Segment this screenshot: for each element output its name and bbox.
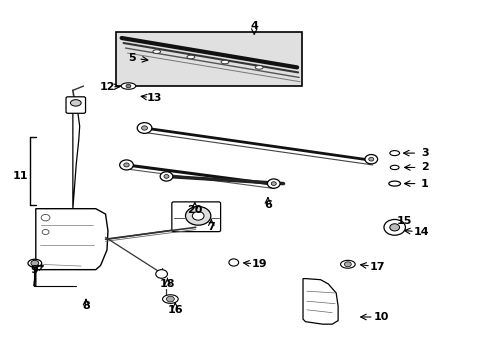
Bar bbox=[116, 32, 302, 86]
Circle shape bbox=[156, 270, 167, 278]
Text: 11: 11 bbox=[12, 171, 28, 181]
FancyBboxPatch shape bbox=[66, 97, 85, 113]
FancyBboxPatch shape bbox=[171, 202, 220, 231]
Ellipse shape bbox=[153, 50, 160, 53]
Text: 4: 4 bbox=[250, 21, 258, 31]
Ellipse shape bbox=[70, 100, 81, 106]
Text: 6: 6 bbox=[264, 200, 271, 210]
Ellipse shape bbox=[28, 259, 41, 267]
Text: 16: 16 bbox=[167, 305, 183, 315]
Text: 7: 7 bbox=[207, 222, 215, 232]
Ellipse shape bbox=[162, 295, 178, 303]
Ellipse shape bbox=[389, 165, 398, 170]
Circle shape bbox=[271, 182, 276, 185]
Ellipse shape bbox=[186, 55, 194, 59]
Circle shape bbox=[228, 259, 238, 266]
Polygon shape bbox=[34, 209, 108, 286]
Ellipse shape bbox=[388, 181, 400, 186]
Text: 5: 5 bbox=[128, 53, 136, 63]
Circle shape bbox=[42, 229, 49, 234]
Ellipse shape bbox=[121, 83, 136, 89]
Circle shape bbox=[364, 154, 377, 164]
Polygon shape bbox=[303, 279, 337, 324]
Text: 15: 15 bbox=[396, 216, 411, 226]
Circle shape bbox=[368, 157, 373, 161]
Circle shape bbox=[267, 179, 280, 188]
Polygon shape bbox=[73, 108, 80, 209]
Circle shape bbox=[31, 260, 39, 266]
Circle shape bbox=[383, 220, 405, 235]
Circle shape bbox=[41, 215, 50, 221]
Text: 3: 3 bbox=[420, 148, 428, 158]
Circle shape bbox=[160, 172, 172, 181]
Text: 19: 19 bbox=[251, 259, 266, 269]
Circle shape bbox=[192, 212, 203, 220]
Ellipse shape bbox=[389, 150, 399, 156]
Circle shape bbox=[344, 262, 350, 267]
Text: 12: 12 bbox=[99, 82, 115, 92]
Text: 18: 18 bbox=[160, 279, 175, 289]
Text: 13: 13 bbox=[146, 93, 162, 103]
Text: 10: 10 bbox=[372, 312, 388, 322]
Text: 17: 17 bbox=[368, 262, 384, 272]
Text: 2: 2 bbox=[420, 162, 428, 172]
Ellipse shape bbox=[255, 66, 263, 69]
Circle shape bbox=[120, 160, 133, 170]
Circle shape bbox=[166, 296, 174, 302]
Text: 1: 1 bbox=[420, 179, 428, 189]
Circle shape bbox=[163, 175, 169, 178]
Circle shape bbox=[123, 163, 129, 167]
Circle shape bbox=[389, 224, 399, 231]
Text: 8: 8 bbox=[82, 301, 90, 311]
Ellipse shape bbox=[221, 60, 228, 64]
Circle shape bbox=[137, 123, 152, 134]
Text: 20: 20 bbox=[187, 206, 202, 216]
Circle shape bbox=[185, 207, 210, 225]
Text: 9: 9 bbox=[30, 265, 38, 275]
Circle shape bbox=[142, 126, 147, 130]
Circle shape bbox=[126, 84, 131, 88]
Text: 14: 14 bbox=[412, 227, 428, 237]
Ellipse shape bbox=[340, 260, 354, 268]
